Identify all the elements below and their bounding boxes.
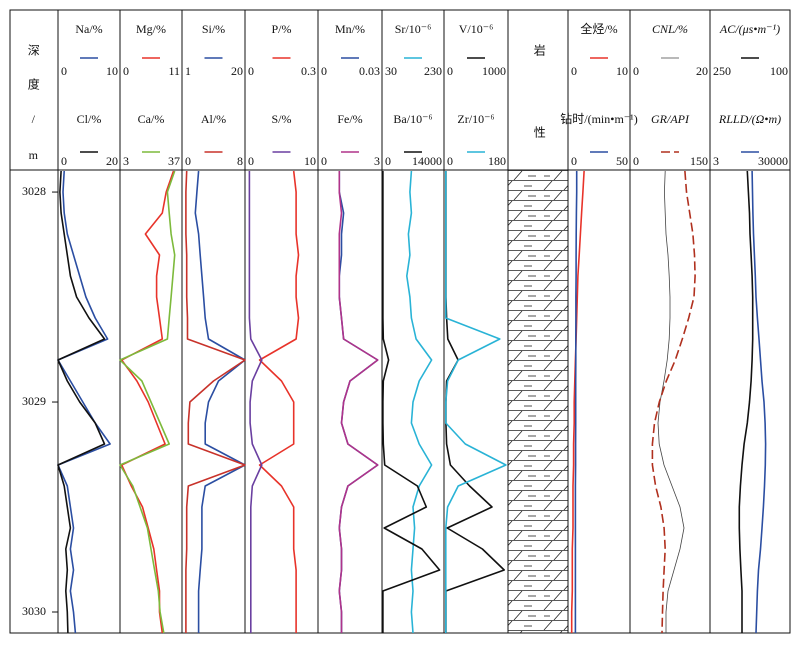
log-curve — [57, 170, 106, 634]
scale-min: 0 — [447, 64, 453, 78]
scale-max: 20 — [696, 64, 708, 78]
scale-min: 0 — [185, 154, 191, 168]
frame — [9, 9, 791, 634]
curve-name: Na/% — [75, 22, 102, 36]
curve-name: Si/% — [202, 22, 225, 36]
scale-max: 30000 — [758, 154, 788, 168]
curve-name: Al/% — [201, 112, 226, 126]
scale-max: 8 — [237, 154, 243, 168]
log-curve — [657, 170, 685, 633]
log-curve — [338, 171, 379, 633]
scale-max: 150 — [690, 154, 708, 168]
log-curve — [57, 170, 111, 634]
scale-min: 0 — [633, 154, 639, 168]
curve-name: V/10⁻⁶ — [459, 22, 494, 36]
scale-min: 0 — [61, 64, 67, 78]
scale-min: 0 — [571, 154, 577, 168]
curve-name: P/% — [271, 22, 291, 36]
log-curve — [185, 170, 246, 633]
curve-name: Zr/10⁻⁶ — [457, 112, 494, 126]
log-curve — [119, 170, 176, 634]
scale-max: 1000 — [482, 64, 506, 78]
log-curve — [574, 171, 578, 633]
curve-name: Ba/10⁻⁶ — [393, 112, 432, 126]
scale-max: 20 — [106, 154, 118, 168]
scale-max: 3 — [374, 154, 380, 168]
scale-min: 1 — [185, 64, 191, 78]
depth-tick-label: 3030 — [22, 604, 46, 618]
curve-name: Cl/% — [77, 112, 102, 126]
scale-min: 0 — [385, 154, 391, 168]
log-curve — [738, 170, 754, 633]
curve-name: Mn/% — [335, 22, 365, 36]
scale-max: 10 — [304, 154, 316, 168]
log-curve — [248, 171, 263, 633]
log-curve — [382, 171, 441, 633]
depth-tick-label: 3028 — [22, 184, 46, 198]
scale-min: 0 — [61, 154, 67, 168]
curve-name: Sr/10⁻⁶ — [395, 22, 432, 36]
scale-min: 250 — [713, 64, 731, 78]
log-curve — [751, 170, 767, 634]
curve-name: Ca/% — [138, 112, 165, 126]
scale-max: 50 — [616, 154, 628, 168]
curve-name: Mg/% — [136, 22, 166, 36]
scale-min: 0 — [248, 64, 254, 78]
scale-min: 30 — [385, 64, 397, 78]
curve-name: S/% — [271, 112, 291, 126]
scale-max: 14000 — [412, 154, 442, 168]
log-curve — [258, 170, 300, 633]
depth-tick-label: 3029 — [22, 394, 46, 408]
scale-max: 230 — [424, 64, 442, 78]
log-curve — [120, 170, 175, 634]
scale-min: 0 — [123, 64, 129, 78]
track-title: 岩性 — [532, 43, 546, 208]
curve-name: CNL/% — [652, 22, 688, 36]
curve-name: GR/API — [651, 112, 690, 126]
log-curve — [570, 170, 585, 633]
scale-min: 0 — [248, 154, 254, 168]
curve-name: Fe/% — [337, 112, 362, 126]
scale-min: 0 — [321, 64, 327, 78]
scale-max: 11 — [168, 64, 180, 78]
scale-max: 37 — [168, 154, 180, 168]
log-curve — [194, 170, 246, 633]
lithology-pattern — [508, 170, 568, 633]
scale-max: 20 — [231, 64, 243, 78]
log-curve — [445, 171, 506, 633]
curve-name: 钻时/(min•m⁻¹) — [560, 111, 637, 126]
log-curve — [651, 170, 696, 634]
scale-max: 0.03 — [359, 64, 380, 78]
curve-name: AC/(μs•m⁻¹) — [719, 22, 780, 36]
curve-name: 全烃/% — [580, 21, 617, 36]
scale-min: 0 — [321, 154, 327, 168]
log-curve — [405, 170, 433, 634]
scale-min: 0 — [447, 154, 453, 168]
scale-min: 0 — [633, 64, 639, 78]
scale-max: 100 — [770, 64, 788, 78]
scale-max: 0.3 — [301, 64, 316, 78]
log-curve — [338, 171, 379, 633]
depth-axis-title: 深度/m — [26, 44, 40, 184]
scale-max: 180 — [488, 154, 506, 168]
scale-min: 0 — [571, 64, 577, 78]
log-curve — [444, 171, 507, 633]
curve-name: RLLD/(Ω•m) — [718, 112, 781, 126]
scale-min: 3 — [123, 154, 129, 168]
scale-max: 10 — [616, 64, 628, 78]
scale-max: 10 — [106, 64, 118, 78]
scale-min: 3 — [713, 154, 719, 168]
